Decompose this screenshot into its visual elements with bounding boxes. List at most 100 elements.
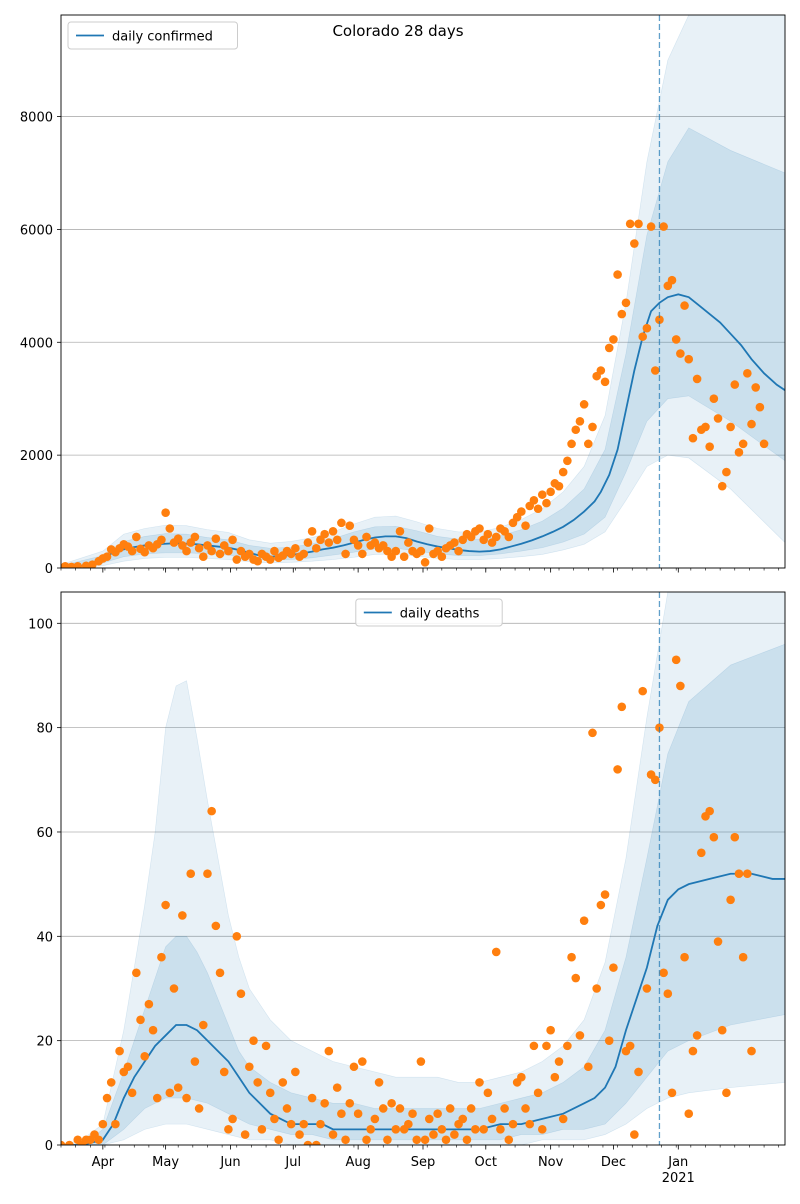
observed-point xyxy=(299,1119,309,1129)
observed-point xyxy=(537,490,547,499)
observed-point xyxy=(638,332,648,341)
observed-point xyxy=(734,448,744,457)
observed-point xyxy=(504,1135,514,1145)
plot-area xyxy=(61,15,785,568)
observed-point xyxy=(717,1025,727,1035)
observed-point xyxy=(454,546,463,556)
observed-point xyxy=(634,219,643,229)
observed-point xyxy=(743,869,752,879)
observed-point xyxy=(190,1057,200,1066)
observed-point xyxy=(353,1109,363,1118)
observed-point xyxy=(483,529,493,539)
observed-point xyxy=(650,775,660,785)
deaths-panel: 0 20 40 60 80 100 Apr May Jun Jul Aug Sep Oct Nov Dec J… xyxy=(28,591,786,1186)
observed-point xyxy=(659,222,668,231)
observed-point xyxy=(383,1135,392,1145)
observed-point xyxy=(320,529,329,539)
x-year-label: 2021 xyxy=(662,1171,695,1186)
observed-point xyxy=(215,968,225,978)
y-tick-label: 0 xyxy=(45,562,53,577)
observed-point xyxy=(546,487,555,497)
observed-point xyxy=(341,1135,350,1145)
observed-point xyxy=(253,556,262,566)
observed-point xyxy=(337,518,346,528)
observed-point xyxy=(659,968,668,978)
observed-point xyxy=(529,495,539,505)
legend: daily deaths xyxy=(355,598,503,627)
observed-point xyxy=(684,1109,694,1118)
observed-point xyxy=(123,1062,133,1072)
legend-label: daily deaths xyxy=(400,607,480,622)
observed-point xyxy=(286,1119,296,1129)
observed-point xyxy=(198,552,208,562)
observed-point xyxy=(521,1104,530,1113)
observed-point xyxy=(450,1130,459,1139)
observed-point xyxy=(529,1041,539,1051)
observed-point xyxy=(387,1098,396,1108)
x-tick-label: Nov xyxy=(538,1155,564,1170)
observed-point xyxy=(332,535,342,545)
observed-point xyxy=(676,681,685,691)
observed-point xyxy=(416,1057,426,1066)
observed-point xyxy=(638,686,648,696)
observed-point xyxy=(546,1025,555,1035)
observed-point xyxy=(734,869,744,879)
observed-point xyxy=(617,309,627,319)
observed-point xyxy=(253,1078,262,1087)
observed-point xyxy=(211,921,221,931)
observed-point xyxy=(332,1083,342,1092)
observed-point xyxy=(194,1104,204,1113)
observed-point xyxy=(697,848,706,858)
observed-point xyxy=(420,1135,430,1145)
observed-point xyxy=(634,1067,643,1077)
observed-point xyxy=(759,439,769,449)
observed-point xyxy=(424,1114,434,1124)
observed-point xyxy=(600,890,610,899)
observed-point xyxy=(567,439,576,449)
observed-point xyxy=(349,1062,359,1072)
observed-point xyxy=(395,1104,405,1113)
observed-point xyxy=(207,806,216,816)
observed-point xyxy=(341,549,350,559)
observed-point xyxy=(554,481,564,491)
observed-point xyxy=(291,543,300,553)
legend-label: daily confirmed xyxy=(112,30,213,45)
observed-point xyxy=(157,952,166,962)
observed-point xyxy=(429,1130,438,1139)
observed-point xyxy=(232,932,242,941)
x-tick-label: Sep xyxy=(411,1155,436,1170)
observed-point xyxy=(173,534,183,543)
observed-point xyxy=(667,275,677,285)
observed-point xyxy=(713,414,723,423)
observed-point xyxy=(563,456,572,466)
observed-point xyxy=(404,1119,413,1129)
observed-point xyxy=(274,1135,283,1145)
observed-point xyxy=(345,1098,355,1108)
observed-point xyxy=(437,1125,447,1134)
observed-point xyxy=(320,1098,329,1108)
observed-point xyxy=(228,1114,237,1124)
inner-uncertainty-band xyxy=(61,127,785,568)
observed-point xyxy=(98,1119,108,1129)
observed-point xyxy=(203,869,212,879)
observed-point xyxy=(676,349,685,358)
observed-point xyxy=(663,989,673,999)
observed-point xyxy=(136,1015,145,1025)
observed-point xyxy=(424,524,434,533)
observed-point xyxy=(722,467,731,477)
observed-point xyxy=(563,1041,572,1051)
observed-point xyxy=(115,1046,124,1056)
observed-point xyxy=(307,1093,317,1103)
observed-point xyxy=(408,1109,417,1118)
observed-point xyxy=(236,989,246,999)
observed-point xyxy=(579,916,589,925)
observed-point xyxy=(152,1093,162,1103)
observed-point xyxy=(684,354,694,364)
observed-point xyxy=(571,973,581,983)
observed-point xyxy=(688,1046,698,1056)
observed-point xyxy=(173,1083,183,1092)
legend: daily confirmed xyxy=(67,21,238,50)
observed-point xyxy=(743,369,752,378)
observed-point xyxy=(132,532,141,542)
